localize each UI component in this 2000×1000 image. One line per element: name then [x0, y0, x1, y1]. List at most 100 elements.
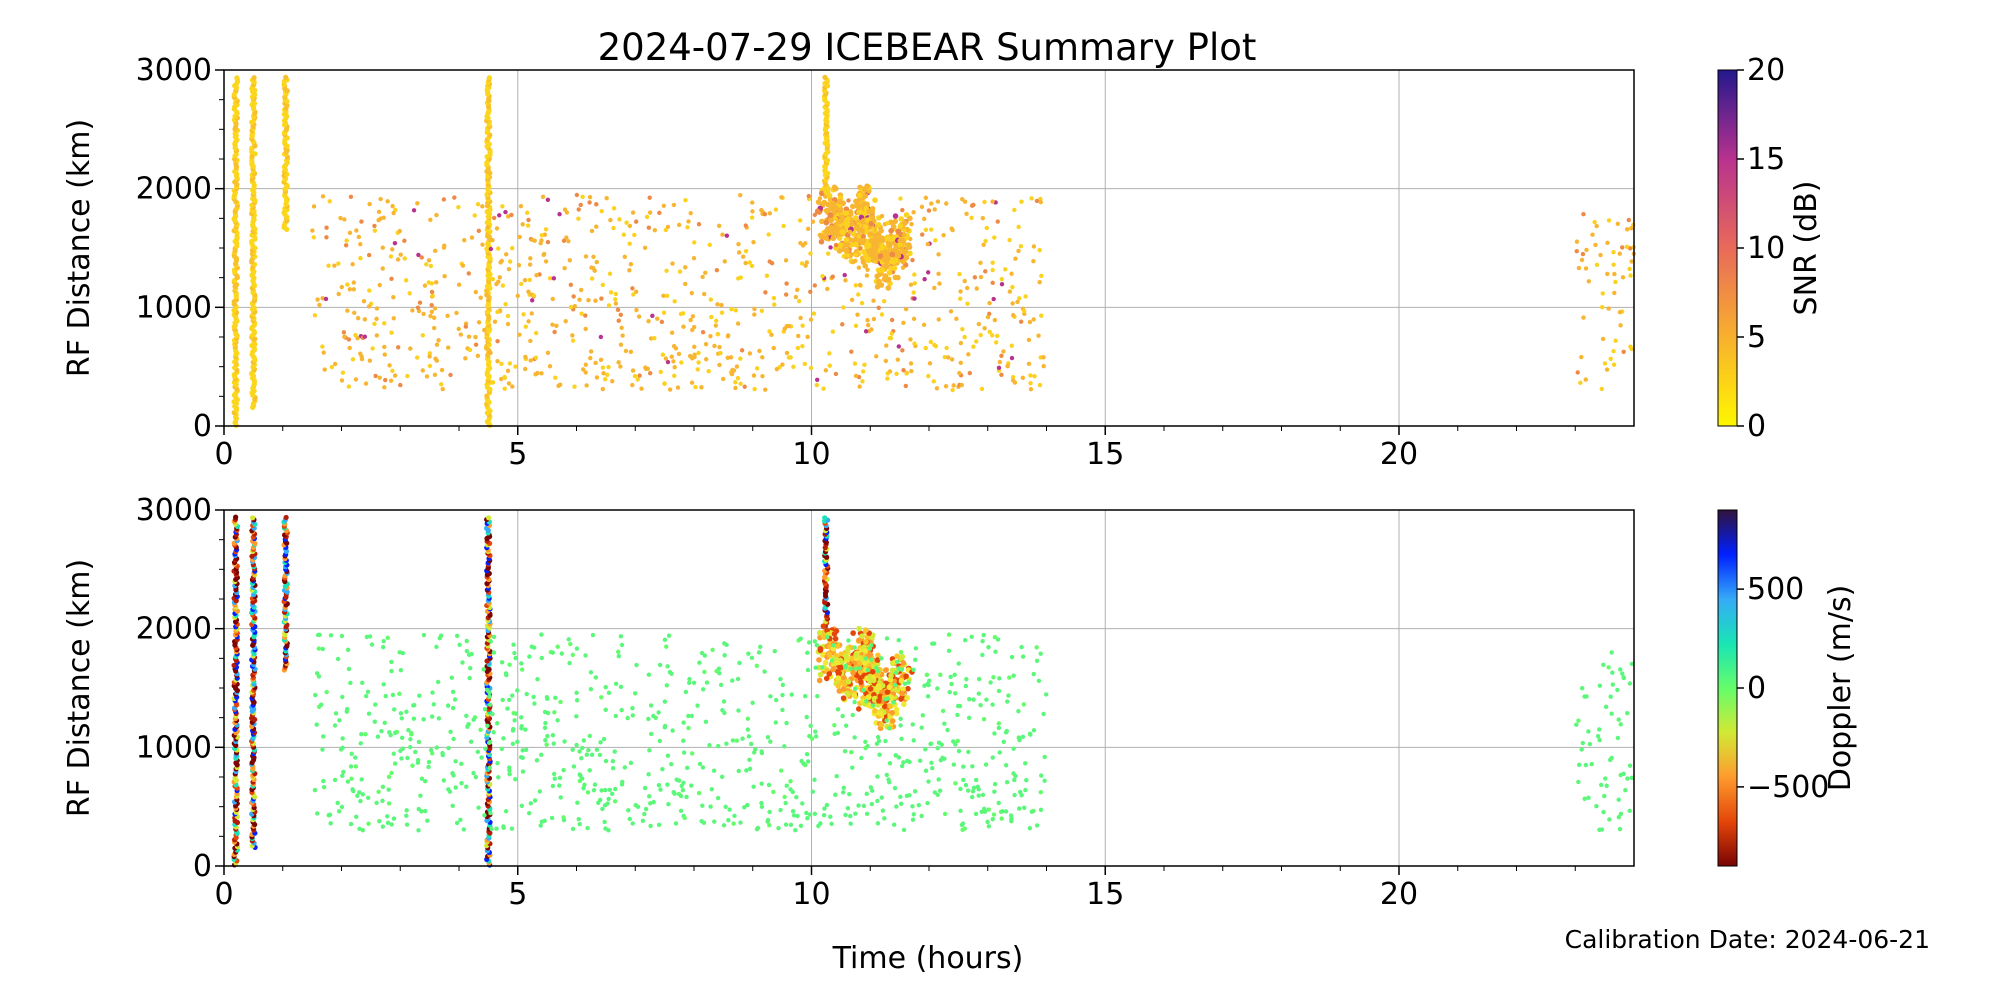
- data-point: [527, 277, 532, 283]
- data-point: [783, 258, 789, 263]
- data-point: [594, 747, 600, 752]
- data-point: [360, 680, 365, 686]
- data-point: [642, 811, 647, 817]
- data-point: [408, 737, 413, 742]
- data-point: [691, 680, 697, 686]
- data-point: [885, 696, 891, 701]
- data-point: [971, 785, 977, 791]
- data-point: [839, 679, 845, 686]
- data-point: [386, 801, 392, 806]
- data-point: [491, 730, 496, 735]
- data-point: [404, 822, 410, 827]
- data-point: [735, 676, 741, 682]
- data-point: [577, 822, 582, 827]
- data-point: [832, 204, 839, 211]
- data-point: [366, 711, 372, 716]
- data-point: [628, 262, 634, 267]
- data-point: [1629, 226, 1634, 231]
- data-point: [1578, 380, 1583, 386]
- data-point: [948, 674, 953, 680]
- data-point: [1034, 823, 1040, 828]
- data-point: [354, 228, 359, 233]
- data-point: [890, 223, 897, 230]
- data-point: [864, 634, 871, 641]
- data-point: [328, 633, 334, 638]
- data-point: [351, 287, 357, 292]
- data-point: [1617, 251, 1622, 256]
- data-point: [495, 359, 500, 364]
- data-point: [686, 713, 691, 719]
- data-point: [1044, 692, 1049, 697]
- data-point: [660, 766, 665, 772]
- data-point: [863, 739, 868, 744]
- data-point: [767, 823, 772, 828]
- data-point: [898, 794, 903, 800]
- data-point: [1623, 788, 1628, 793]
- data-point: [700, 687, 706, 692]
- data-point: [960, 197, 965, 202]
- data-point: [830, 200, 836, 207]
- data-point: [833, 792, 838, 797]
- data-point: [784, 783, 789, 788]
- data-point: [686, 725, 691, 731]
- data-point: [389, 822, 394, 827]
- data-point: [956, 748, 962, 754]
- data-point: [416, 308, 422, 314]
- data-point: [624, 220, 629, 225]
- data-point: [910, 257, 915, 263]
- doppler-colorbar-gradient: [1717, 509, 1738, 867]
- data-point: [481, 667, 486, 672]
- data-point: [1627, 266, 1632, 272]
- data-point: [495, 338, 500, 344]
- data-point: [734, 738, 740, 743]
- data-point: [485, 723, 490, 729]
- data-point: [842, 272, 847, 278]
- data-point: [479, 755, 484, 760]
- data-point: [804, 260, 809, 265]
- data-point: [628, 349, 634, 355]
- data-point: [885, 285, 892, 291]
- data-point: [733, 308, 739, 313]
- data-point: [561, 238, 567, 243]
- data-point: [738, 192, 743, 198]
- data-point: [907, 250, 913, 257]
- data-point: [992, 634, 998, 640]
- data-point: [765, 735, 771, 740]
- data-point: [527, 654, 532, 659]
- data-point: [543, 720, 548, 726]
- data-point: [887, 703, 894, 710]
- data-point: [588, 686, 594, 692]
- data-point: [599, 208, 604, 214]
- data-point: [630, 368, 636, 373]
- data-point: [981, 242, 986, 247]
- data-point: [964, 676, 969, 682]
- data-point: [398, 667, 404, 673]
- y-tick-label: 2000: [136, 172, 212, 207]
- data-point: [572, 303, 578, 309]
- data-point: [537, 789, 543, 794]
- data-point: [661, 293, 666, 298]
- data-point: [721, 699, 727, 704]
- data-point: [378, 196, 383, 202]
- data-point: [574, 698, 580, 703]
- data-point: [850, 712, 855, 718]
- data-point: [791, 364, 796, 370]
- data-point: [484, 687, 490, 693]
- data-point: [985, 819, 990, 825]
- data-point: [250, 515, 256, 521]
- data-point: [647, 210, 653, 215]
- data-point: [495, 309, 500, 315]
- data-point: [419, 776, 425, 781]
- data-point: [849, 655, 856, 662]
- data-point: [831, 631, 838, 637]
- data-point: [476, 228, 482, 233]
- data-point: [853, 373, 859, 379]
- data-point: [805, 334, 810, 340]
- data-point: [852, 699, 857, 705]
- data-point: [1017, 806, 1022, 811]
- data-point: [545, 710, 551, 716]
- data-point: [500, 204, 505, 209]
- data-point: [379, 729, 384, 734]
- data-point: [853, 666, 859, 671]
- data-point: [353, 755, 358, 760]
